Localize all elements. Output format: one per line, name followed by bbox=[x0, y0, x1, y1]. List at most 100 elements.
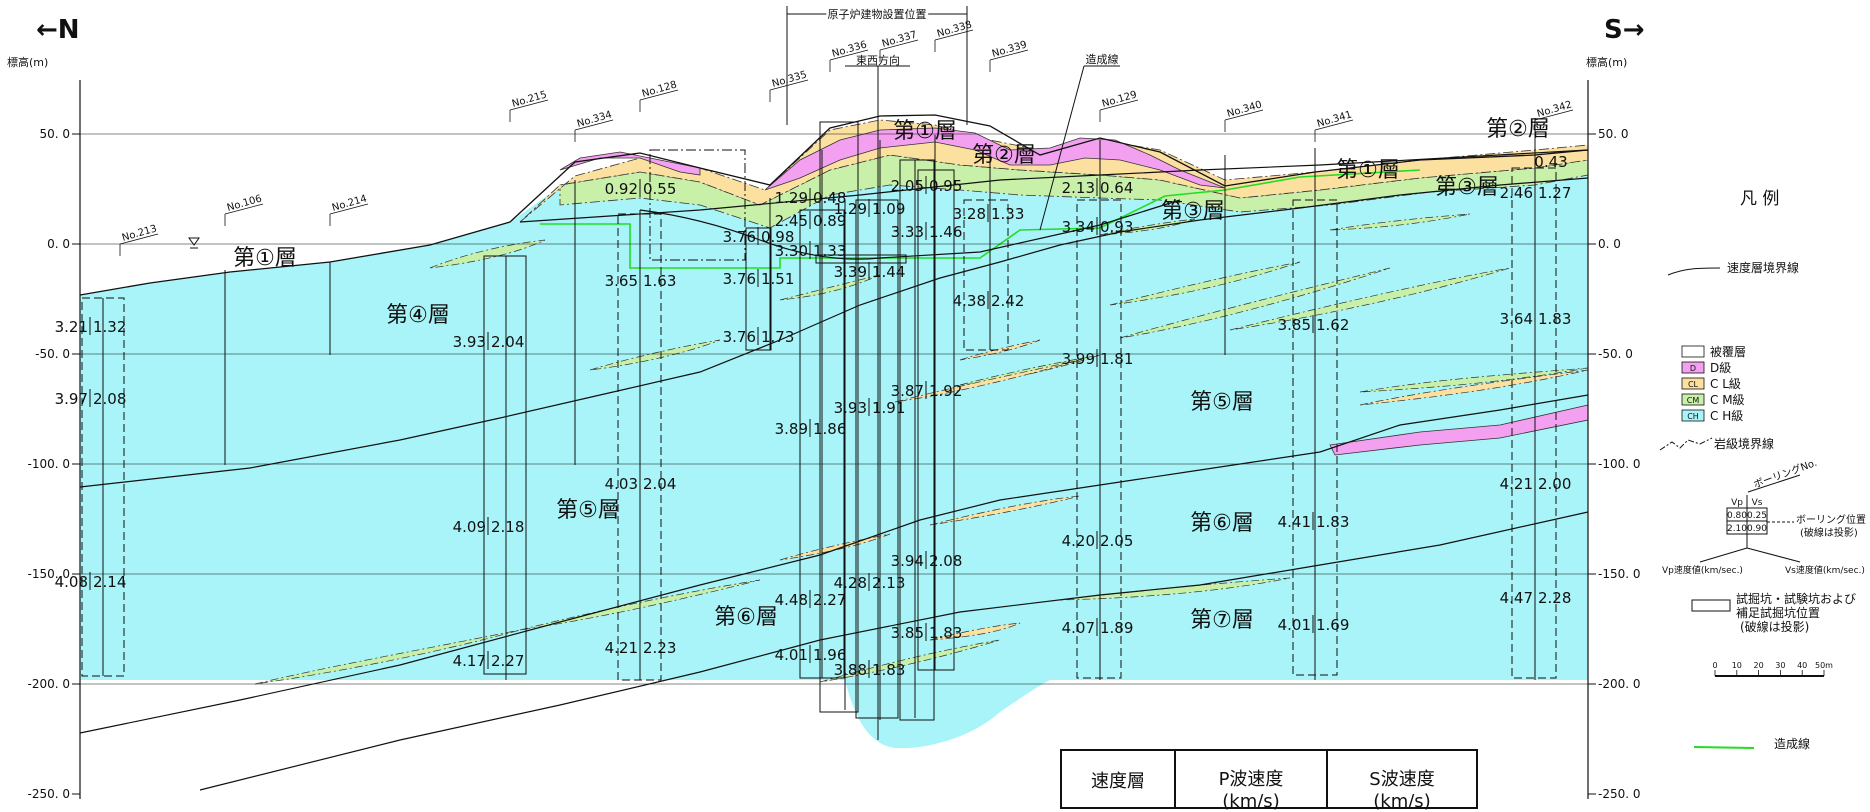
vs-value: 2.04 bbox=[491, 333, 524, 351]
vs-value: 1.89 bbox=[1100, 619, 1133, 637]
velocity-value-pair: 3.76 1.51 bbox=[723, 269, 794, 288]
vs-value: 1.96 bbox=[813, 646, 846, 664]
velocity-value-pair: 4.07 1.89 bbox=[1062, 618, 1133, 637]
vp-value: 0.92 bbox=[605, 180, 638, 198]
velocity-value-pair: 3.65 1.63 bbox=[605, 271, 676, 290]
legend-pit-box bbox=[1691, 599, 1731, 612]
velocity-value-pair: 4.01 1.69 bbox=[1278, 615, 1349, 634]
borehole-columns bbox=[81, 118, 1557, 721]
left-axis-ticks: 50. 0 0. 0 -50. 0 -100. 0 -150. 0 -200. 0 -250… bbox=[28, 127, 80, 799]
legend-title: 凡 例 bbox=[1740, 189, 1779, 209]
layer-label: 第②層 bbox=[972, 143, 1036, 168]
vs-value: 0.64 bbox=[1100, 179, 1133, 197]
vs-value: 2.00 bbox=[1538, 475, 1571, 493]
scale-bar: 0 10 20 30 40 50m bbox=[1712, 661, 1833, 677]
vs-value: 1.83 bbox=[929, 624, 962, 642]
velocity-value-pair: 2.45 0.89 bbox=[775, 211, 846, 230]
ch-rock-bulge bbox=[845, 680, 1050, 749]
north-arrow: ←N bbox=[36, 15, 80, 45]
tick-label: -250. 0 bbox=[28, 787, 71, 799]
legend-velocity-boundary-line bbox=[1667, 267, 1721, 276]
vp-value: 4.17 bbox=[453, 652, 486, 670]
right-axis-title: 標高(m) bbox=[1586, 55, 1627, 69]
east-west-label: 東西方向 bbox=[856, 53, 900, 67]
legend-rock-boundary-label: 岩級境界線 bbox=[1714, 436, 1774, 451]
legend-vs-caption: Vs速度値(km/sec.) bbox=[1785, 564, 1865, 576]
borehole-id: No.337 bbox=[881, 29, 918, 49]
legend-rock-item: CH C H級 bbox=[1681, 409, 1743, 423]
legend-rock-code: D bbox=[1690, 364, 1696, 373]
vs-value: 1.33 bbox=[991, 205, 1024, 223]
scale-label: 0 bbox=[1712, 661, 1717, 670]
layer-label: 第⑦層 bbox=[1190, 608, 1254, 633]
legend-rock-label: D級 bbox=[1710, 361, 1731, 375]
vs-value: 1.63 bbox=[643, 272, 676, 290]
vp-value: 4.07 bbox=[1062, 619, 1095, 637]
vp-value: 1.29 bbox=[775, 189, 808, 207]
vs-value: 2.42 bbox=[991, 292, 1024, 310]
vp-value: 1.29 bbox=[834, 200, 867, 218]
borehole-id: No.341 bbox=[1316, 109, 1353, 129]
left-axis-title: 標高(m) bbox=[7, 55, 48, 69]
borehole-id: No.213 bbox=[121, 223, 158, 243]
borehole-tag: No.215 bbox=[509, 89, 548, 122]
vp-value: 4.03 bbox=[605, 475, 638, 493]
vp-value: 4.38 bbox=[953, 292, 986, 310]
vs-value: 1.46 bbox=[929, 223, 962, 241]
velocity-value-pair: 3.28 1.33 bbox=[953, 204, 1024, 223]
legend-rock-item: D D級 bbox=[1681, 361, 1731, 375]
scale-label: 40 bbox=[1797, 661, 1807, 670]
vs-value: 0.95 bbox=[929, 177, 962, 195]
borehole-tag: No.106 bbox=[224, 193, 263, 226]
tick-label: -250. 0 bbox=[1598, 787, 1641, 799]
south-arrow: S→ bbox=[1604, 15, 1645, 45]
borehole-tag: No.341 bbox=[1314, 109, 1353, 142]
tick-label: -200. 0 bbox=[28, 677, 71, 691]
velocity-value-pair: 4.20 2.05 bbox=[1062, 531, 1133, 550]
layer-label: 第②層 bbox=[1486, 117, 1550, 142]
legend-rock-code: CH bbox=[1687, 412, 1699, 421]
vp-value: 3.85 bbox=[891, 624, 924, 642]
legend-pit-line1: 試掘坑・試験坑および bbox=[1736, 591, 1856, 606]
vs-value: 1.81 bbox=[1100, 350, 1133, 368]
velocity-value-pair: 3.39 1.44 bbox=[834, 262, 905, 281]
velocity-value-pair: 4.09 2.18 bbox=[453, 517, 524, 536]
legend-rock-item: CL C L級 bbox=[1681, 377, 1741, 391]
vp-value: 4.41 bbox=[1278, 513, 1311, 531]
velocity-value-pair: 4.21 2.00 bbox=[1500, 474, 1571, 493]
vp-value: 4.20 bbox=[1062, 532, 1095, 550]
vp-value: 3.87 bbox=[891, 382, 924, 400]
velocity-value-pair: 4.08 2.14 bbox=[55, 572, 126, 591]
vp-value: 3.76 bbox=[723, 228, 756, 246]
tick-label: 50. 0 bbox=[39, 127, 70, 141]
vp-value: 3.39 bbox=[834, 263, 867, 281]
legend-fill-line-swatch bbox=[1693, 746, 1755, 749]
legend-rock-code: CL bbox=[1688, 380, 1699, 389]
velocity-value-pair: 3.30 1.33 bbox=[775, 241, 846, 260]
velocity-value-pair: 1.29 0.48 bbox=[775, 188, 846, 207]
borehole-tag: No.129 bbox=[1099, 89, 1138, 122]
borehole-id: No.214 bbox=[331, 193, 368, 213]
borehole-id: No.215 bbox=[511, 89, 548, 109]
velocity-value-pair: 3.33 1.46 bbox=[891, 222, 962, 241]
legend-pit-line2: 補足試掘坑位置 bbox=[1736, 605, 1820, 620]
water-table-marker bbox=[188, 237, 200, 246]
vp-value: 3.76 bbox=[723, 328, 756, 346]
legend-rock-item: CM C M級 bbox=[1681, 393, 1745, 407]
vs-value: 2.13 bbox=[872, 574, 905, 592]
velocity-value-pair: 1.29 1.09 bbox=[834, 199, 905, 218]
legend-vp-2: 2.10 bbox=[1727, 524, 1747, 534]
layer-label: 第①層 bbox=[893, 119, 957, 144]
borehole-id: No.128 bbox=[641, 79, 678, 99]
value-label: 0.43 bbox=[1534, 153, 1567, 171]
legend-boring-no: ボーリングNo. bbox=[1752, 456, 1819, 491]
legend-vs-2: 0.90 bbox=[1747, 524, 1767, 534]
vs-value: 2.28 bbox=[1538, 589, 1571, 607]
velocity-value-pair: 0.92 0.55 bbox=[605, 179, 676, 198]
vp-value: 4.28 bbox=[834, 574, 867, 592]
borehole-id: No.335 bbox=[771, 69, 808, 89]
layer-label: 第③層 bbox=[1435, 175, 1499, 200]
borehole-id: No.334 bbox=[576, 109, 613, 129]
tick-label: -50. 0 bbox=[35, 347, 70, 361]
layer-label: 第①層 bbox=[233, 246, 297, 271]
